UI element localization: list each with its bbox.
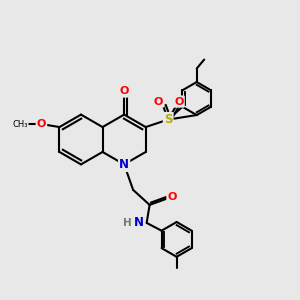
Text: O: O	[154, 97, 163, 106]
Text: O: O	[167, 191, 177, 202]
Text: O: O	[119, 86, 129, 97]
Text: O: O	[37, 119, 46, 129]
Text: H: H	[124, 218, 132, 228]
Text: S: S	[164, 113, 172, 126]
Text: O: O	[174, 97, 184, 106]
Text: N: N	[134, 216, 144, 230]
Text: CH₃: CH₃	[12, 119, 28, 128]
Text: N: N	[119, 158, 129, 171]
